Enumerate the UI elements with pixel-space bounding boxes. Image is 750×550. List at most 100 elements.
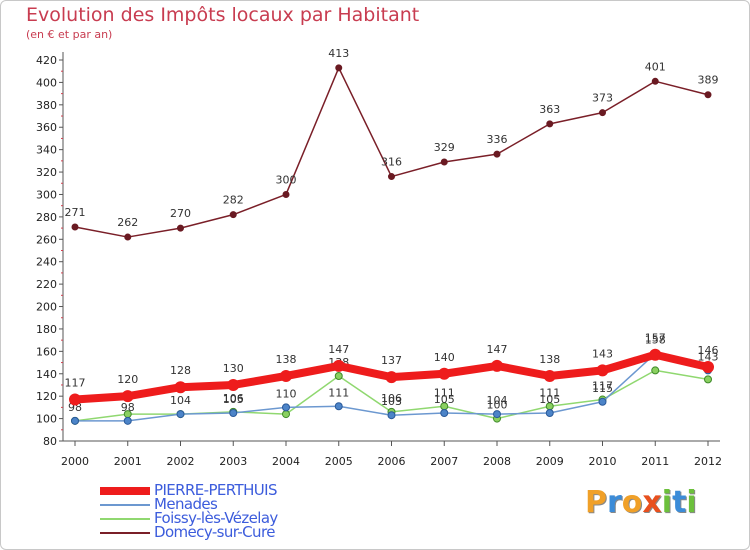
y-tick-label: 120 — [36, 390, 57, 403]
y-tick-label: 200 — [36, 301, 57, 314]
data-label-foissy-l-s-v-zelay: 106 — [381, 392, 402, 405]
data-label-pierre-perthuis: 138 — [539, 353, 560, 366]
brand-letter: P — [585, 485, 607, 520]
data-point-menades — [176, 410, 185, 419]
data-point-pierre-perthuis — [596, 364, 609, 377]
data-point-menades — [123, 416, 132, 425]
y-tick-label: 160 — [36, 345, 57, 358]
data-label-foissy-l-s-v-zelay: 106 — [223, 392, 244, 405]
y-tick-label: 100 — [36, 413, 57, 426]
data-label-menades: 105 — [223, 393, 244, 406]
legend-label: Menades — [154, 495, 218, 513]
x-tick-label: 2011 — [641, 455, 669, 468]
legend-label: Domecy-sur-Cure — [154, 523, 275, 541]
legend-swatch — [100, 504, 150, 506]
data-label-pierre-perthuis: 140 — [434, 351, 455, 364]
y-tick-label: 340 — [36, 144, 57, 157]
x-tick-label: 2008 — [483, 455, 511, 468]
brand-letter: i — [686, 485, 697, 520]
data-point-menades — [387, 411, 396, 420]
data-label-domecy-sur-cure: 316 — [381, 156, 402, 169]
y-tick-label: 280 — [36, 211, 57, 224]
data-label-menades: 103 — [381, 395, 402, 408]
data-label-menades: 110 — [276, 387, 297, 400]
data-point-pierre-perthuis — [69, 393, 81, 406]
data-label-domecy-sur-cure: 300 — [276, 173, 297, 186]
data-point-domecy-sur-cure — [282, 190, 290, 198]
data-point-pierre-perthuis — [121, 390, 134, 403]
x-tick-label: 2004 — [272, 455, 300, 468]
data-label-pierre-perthuis: 157 — [645, 332, 666, 345]
y-tick-label: 400 — [36, 76, 57, 89]
data-point-menades — [229, 408, 238, 417]
legend-label: Foissy-lès-Vézelay — [154, 509, 278, 527]
data-point-menades — [334, 402, 343, 411]
data-label-pierre-perthuis: 130 — [223, 362, 244, 375]
data-point-pierre-perthuis — [227, 378, 240, 391]
y-tick-label: 180 — [36, 323, 57, 336]
data-point-domecy-sur-cure — [71, 223, 79, 231]
y-tick-label: 260 — [36, 233, 57, 246]
x-tick-label: 2005 — [325, 455, 353, 468]
data-label-domecy-sur-cure: 270 — [170, 207, 191, 220]
data-label-domecy-sur-cure: 363 — [539, 103, 560, 116]
data-point-pierre-perthuis — [491, 359, 503, 372]
data-point-foissy-l-s-v-zelay — [334, 372, 343, 381]
data-point-foissy-l-s-v-zelay — [651, 366, 660, 375]
data-label-domecy-sur-cure: 336 — [487, 133, 508, 146]
y-tick-label: 300 — [36, 188, 57, 201]
y-tick-label: 360 — [36, 121, 57, 134]
data-point-domecy-sur-cure — [599, 109, 606, 117]
data-point-pierre-perthuis — [702, 361, 714, 374]
data-point-menades — [71, 416, 79, 425]
data-label-menades: 105 — [434, 393, 455, 406]
data-point-pierre-perthuis — [280, 370, 292, 383]
data-label-menades: 105 — [539, 393, 560, 406]
data-point-domecy-sur-cure — [440, 158, 448, 166]
data-point-pierre-perthuis — [649, 348, 662, 361]
data-label-pierre-perthuis: 147 — [487, 343, 508, 356]
data-point-pierre-perthuis — [438, 367, 451, 380]
x-tick-label: 2006 — [378, 455, 406, 468]
data-point-foissy-l-s-v-zelay — [282, 410, 290, 419]
y-tick-label: 380 — [36, 99, 57, 112]
data-label-domecy-sur-cure: 401 — [645, 60, 666, 73]
brand-letter: t — [672, 485, 687, 520]
y-tick-label: 140 — [36, 368, 57, 381]
chart-subtitle: (en € et par an) — [26, 28, 113, 41]
x-tick-label: 2000 — [61, 455, 89, 468]
data-label-menades: 143 — [698, 350, 719, 363]
brand-letter: o — [621, 485, 643, 520]
legend-swatch — [100, 487, 150, 495]
data-point-domecy-sur-cure — [335, 64, 343, 72]
data-point-domecy-sur-cure — [546, 120, 554, 128]
data-label-pierre-perthuis: 117 — [65, 377, 86, 390]
legend-label: PIERRE-PERTHUIS — [154, 481, 278, 499]
data-label-domecy-sur-cure: 262 — [117, 216, 138, 229]
data-label-domecy-sur-cure: 413 — [328, 47, 349, 60]
data-point-menades — [545, 408, 554, 417]
data-label-foissy-l-s-v-zelay: 117 — [592, 380, 613, 393]
data-label-domecy-sur-cure: 282 — [223, 194, 244, 207]
data-point-domecy-sur-cure — [651, 77, 659, 85]
x-tick-label: 2003 — [219, 455, 247, 468]
data-label-menades: 104 — [487, 394, 508, 407]
y-tick-label: 240 — [36, 256, 57, 269]
data-label-pierre-perthuis: 128 — [170, 364, 191, 377]
y-tick-label: 220 — [36, 278, 57, 291]
data-point-menades — [598, 397, 607, 406]
legend-swatch — [100, 532, 150, 534]
data-label-menades: 111 — [328, 386, 349, 399]
brand-letter: i — [661, 485, 673, 520]
data-label-menades: 115 — [592, 382, 613, 395]
data-label-menades: 98 — [121, 401, 135, 414]
data-label-foissy-l-s-v-zelay: 100 — [487, 399, 508, 412]
data-point-domecy-sur-cure — [124, 233, 132, 241]
y-tick-label: 320 — [36, 166, 57, 179]
x-tick-label: 2001 — [114, 455, 142, 468]
data-point-pierre-perthuis — [332, 359, 345, 372]
data-label-menades: 158 — [645, 334, 666, 347]
data-point-domecy-sur-cure — [704, 91, 712, 99]
x-tick-label: 2007 — [430, 455, 458, 468]
